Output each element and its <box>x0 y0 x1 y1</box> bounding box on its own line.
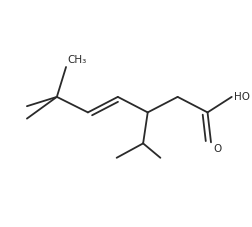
Text: O: O <box>212 144 221 154</box>
Text: CH₃: CH₃ <box>67 55 86 65</box>
Text: HO: HO <box>234 92 249 102</box>
